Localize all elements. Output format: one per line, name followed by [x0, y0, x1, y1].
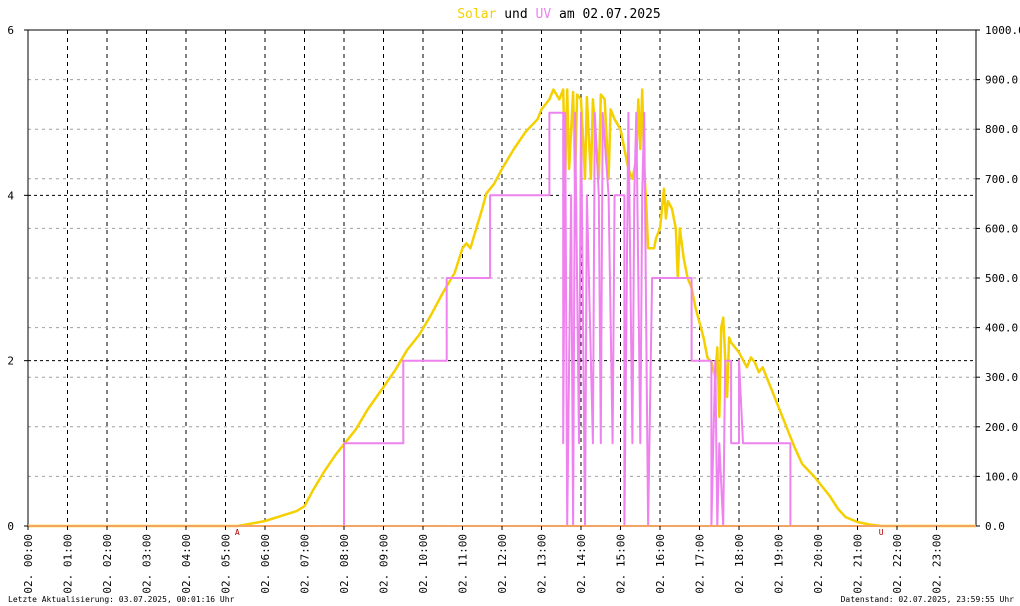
title-date: am 02.07.2025: [551, 7, 661, 22]
x-tick-label: 02. 09:00: [378, 534, 391, 594]
x-tick-label: 02. 22:00: [891, 534, 904, 594]
y-left-tick-label: 4: [7, 189, 14, 202]
x-tick-label: 02. 01:00: [62, 534, 75, 594]
y-right-tick-label: 100.0: [985, 470, 1018, 483]
solar-series-line: [28, 88, 976, 528]
x-tick-label: 02. 18:00: [733, 534, 746, 594]
x-tick-label: 02. 10:00: [417, 534, 430, 594]
x-tick-label: 02. 02:00: [101, 534, 114, 594]
y-right-tick-label: 800.0: [985, 123, 1018, 136]
footer-data-status: Datenstand: 02.07.2025, 23:59:55 Uhr: [841, 595, 1015, 604]
y-left-tick-label: 2: [7, 355, 14, 368]
x-tick-label: 02. 06:00: [259, 534, 272, 594]
x-tick-label: 02. 23:00: [931, 534, 944, 594]
y-right-tick-label: 400.0: [985, 322, 1018, 335]
y-right-tick-label: 200.0: [985, 421, 1018, 434]
x-tick-label: 02. 08:00: [338, 534, 351, 594]
y-right-tick-label: 700.0: [985, 173, 1018, 186]
title-solar: Solar: [457, 7, 496, 22]
y-right-tick-label: 900.0: [985, 74, 1018, 87]
y-axis-left: 0 2 4 6: [7, 24, 28, 533]
x-tick-label: 02. 14:00: [575, 534, 588, 594]
y-left-tick-label: 0: [7, 520, 14, 533]
y-right-tick-label: 500.0: [985, 272, 1018, 285]
x-tick-label: 02. 00:00: [22, 534, 35, 594]
x-tick-label: 02. 12:00: [496, 534, 509, 594]
x-tick-label: 02. 11:00: [457, 534, 470, 594]
y-right-tick-label: 300.0: [985, 371, 1018, 384]
x-tick-label: 02. 03:00: [141, 534, 154, 594]
title-und: und: [496, 7, 535, 22]
x-tick-label: 02. 07:00: [299, 534, 312, 594]
y-right-tick-label: 1000.0: [985, 24, 1020, 37]
x-axis: 02. 00:00 02. 01:00 02. 02:00 02. 03:00 02. …: [22, 526, 944, 594]
y-left-tick-label: 6: [7, 24, 14, 37]
y-axis-right: 0.0 100.0 200.0 300.0 400.0 500.0 600.0 700.0 80…: [976, 24, 1020, 533]
title-uv: UV: [536, 7, 552, 22]
x-tick-label: 02. 16:00: [654, 534, 667, 594]
x-tick-label: 02. 13:00: [536, 534, 549, 594]
uv-series-line: [28, 111, 976, 527]
x-tick-label: 02. 19:00: [773, 534, 786, 594]
y-right-tick-label: 0.0: [985, 520, 1005, 533]
x-tick-label: 02. 15:00: [615, 534, 628, 594]
x-tick-label: 02. 05:00: [220, 534, 233, 594]
footer-last-update: Letzte Aktualisierung: 03.07.2025, 00:01…: [8, 595, 235, 604]
day-marker-a: A: [235, 528, 240, 537]
x-tick-label: 02. 17:00: [694, 534, 707, 594]
x-tick-label: 02. 20:00: [812, 534, 825, 594]
y-right-tick-label: 600.0: [985, 222, 1018, 235]
x-tick-label: 02. 21:00: [852, 534, 865, 594]
chart-title: Solar und UV am 02.07.2025: [457, 7, 661, 22]
day-marker-u: U: [879, 528, 884, 537]
x-tick-label: 02. 04:00: [180, 534, 193, 594]
